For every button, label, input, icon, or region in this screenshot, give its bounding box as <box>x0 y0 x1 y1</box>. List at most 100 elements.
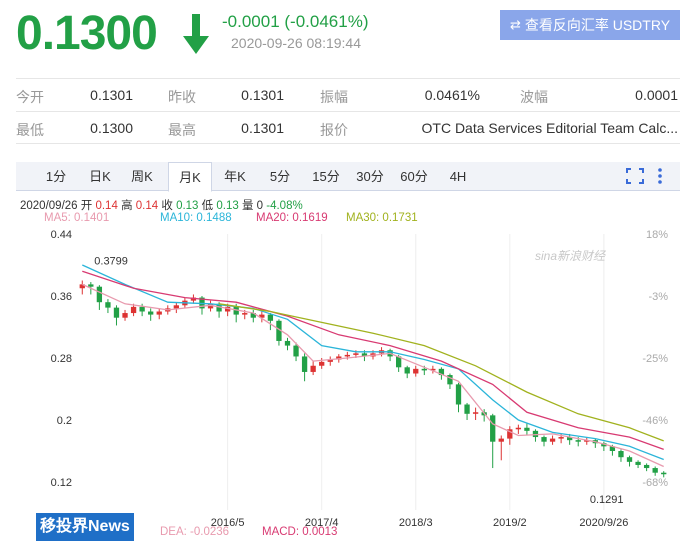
y-tick-label: 0.28 <box>51 353 72 365</box>
tab-30min[interactable]: 30分 <box>356 169 384 184</box>
candle <box>430 368 436 371</box>
reverse-rate-button[interactable]: ⇄ 查看反向汇率 USDTRY <box>500 10 680 40</box>
macd-label: MACD: 0.0013 <box>262 526 338 538</box>
ohlc-close-label: 收 <box>161 200 173 212</box>
brand-logo: 移投界News <box>36 513 134 541</box>
chart-period-toolbar: 1分 日K 周K 月K 年K 5分 15分 30分 60分 4H <box>16 162 680 192</box>
candle <box>113 307 120 318</box>
stat-value-range: 0.0001 <box>635 87 678 103</box>
more-icon[interactable] <box>656 167 664 185</box>
stat-value-prev-close: 0.1301 <box>241 87 284 103</box>
candle <box>661 472 667 475</box>
ma-line-ma20 <box>82 270 664 451</box>
tab-60min[interactable]: 60分 <box>400 169 428 184</box>
candle <box>96 286 103 303</box>
stat-value-high: 0.1301 <box>241 120 284 136</box>
y-tick-label: 0.12 <box>51 477 72 489</box>
ma-line-ma30 <box>219 303 664 442</box>
ma30-label: MA30: 0.1731 <box>346 212 418 224</box>
candle <box>130 306 137 314</box>
candle <box>626 457 633 462</box>
candle <box>575 440 581 442</box>
stat-value-open: 0.1301 <box>90 87 133 103</box>
candle <box>242 313 248 315</box>
tab-weekly[interactable]: 周K <box>131 169 153 184</box>
candle <box>267 314 274 321</box>
candle <box>541 437 547 442</box>
stat-label-range: 波幅 <box>520 89 548 105</box>
dea-label: DEA: -0.0236 <box>160 526 230 538</box>
x-tick-label: 2017/4 <box>305 517 339 529</box>
candle <box>524 427 530 431</box>
stats-row: 最低 0.1300 最高 0.1301 报价 OTC Data Services… <box>16 111 680 144</box>
y-tick-label: 0.2 <box>57 415 72 427</box>
swap-icon: ⇄ <box>509 17 521 32</box>
ohlc-info: 2020/09/26 开 0.14 高 0.14 收 0.13 低 0.13 量… <box>20 197 303 213</box>
stat-label-low: 最低 <box>16 122 44 138</box>
tab-5min[interactable]: 5分 <box>269 169 291 184</box>
tab-1min[interactable]: 1分 <box>45 169 67 184</box>
ma-line-ma5 <box>82 283 664 468</box>
tab-15min[interactable]: 15分 <box>312 169 340 184</box>
stat-label-prev-close: 昨收 <box>168 89 196 105</box>
candle <box>353 353 359 355</box>
candle <box>216 303 222 312</box>
x-tick-label: 2020/9/26 <box>579 517 628 529</box>
ma5-label: MA5: 0.1401 <box>44 212 110 224</box>
stats-row: 今开 0.1301 昨收 0.1301 振幅 0.0461% 波幅 0.0001 <box>16 78 680 111</box>
quote-timestamp: 2020-09-26 08:19:44 <box>231 35 361 51</box>
stat-value-low: 0.1300 <box>90 120 133 136</box>
candle <box>567 437 573 441</box>
candle <box>327 359 333 362</box>
tab-yearly[interactable]: 年K <box>224 169 246 184</box>
pct-tick-label: -68% <box>642 477 668 489</box>
candle <box>361 353 368 357</box>
candle <box>643 464 650 469</box>
candle <box>122 313 128 318</box>
ohlc-close: 0.13 <box>176 200 199 212</box>
tab-4h[interactable]: 4H <box>449 169 467 184</box>
ohlc-low: 0.13 <box>216 200 239 212</box>
candle <box>301 356 308 372</box>
candle <box>609 446 616 451</box>
candle <box>618 451 624 458</box>
pct-tick-label: -3% <box>648 291 668 303</box>
candle <box>105 302 111 308</box>
candle <box>344 354 350 357</box>
stats-table: 今开 0.1301 昨收 0.1301 振幅 0.0461% 波幅 0.0001… <box>16 78 680 144</box>
candle <box>515 427 522 430</box>
candle <box>224 306 231 312</box>
candle <box>79 284 85 289</box>
candle <box>490 415 496 442</box>
candle <box>413 368 419 374</box>
x-tick-label: 2018/3 <box>399 517 433 529</box>
tab-daily[interactable]: 日K <box>89 169 111 184</box>
candle <box>276 320 282 341</box>
fullscreen-icon[interactable] <box>626 168 644 184</box>
candle <box>455 384 462 405</box>
x-tick-label: 2016/5 <box>211 517 245 529</box>
candle <box>438 368 445 376</box>
ohlc-volume-label: 量 <box>241 200 254 212</box>
candle <box>173 305 179 309</box>
last-price: 0.1300 <box>16 7 158 60</box>
arrow-down-icon <box>183 14 209 54</box>
candle <box>88 284 94 287</box>
candle <box>549 438 556 442</box>
candle <box>472 412 479 414</box>
candle <box>259 314 265 318</box>
candle <box>190 297 197 301</box>
ohlc-open: 0.14 <box>95 200 118 212</box>
watermark-logo: sina新浪财经 <box>535 249 606 263</box>
pct-tick-label: -25% <box>642 353 668 365</box>
candle <box>293 345 299 357</box>
value-annotation: 0.3799 <box>94 256 128 268</box>
pct-tick-label: -46% <box>642 415 668 427</box>
ohlc-low-label: 低 <box>201 200 214 212</box>
tab-monthly[interactable]: 月K <box>168 162 212 192</box>
x-tick-label: 2019/2 <box>493 517 527 529</box>
candle <box>156 311 162 315</box>
y-tick-label: 0.44 <box>51 229 72 241</box>
candle <box>421 368 427 371</box>
